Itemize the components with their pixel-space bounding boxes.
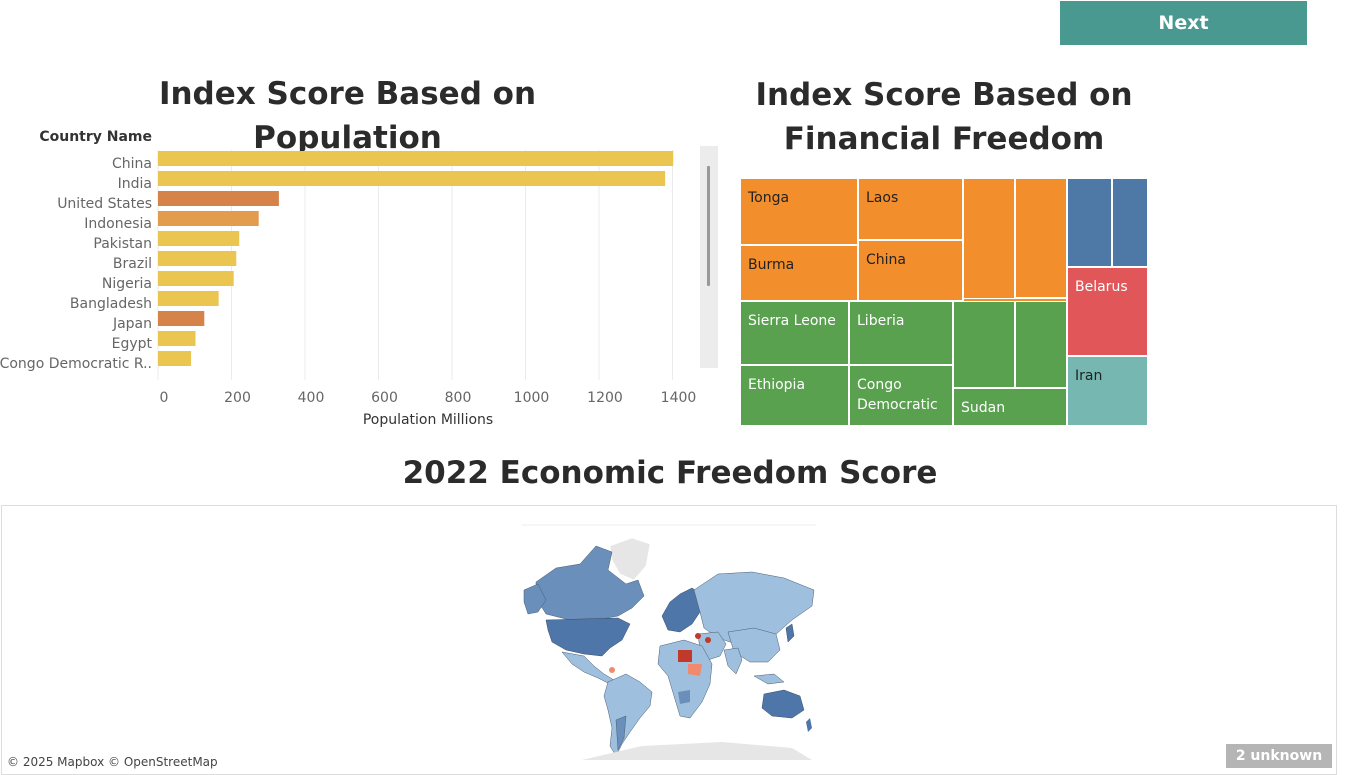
x-tick-label: 200	[224, 390, 251, 406]
category-label: India	[118, 176, 152, 192]
greenland-shape	[609, 537, 651, 581]
treemap-cell[interactable]	[1112, 178, 1148, 267]
southern-africa-shape[interactable]	[678, 690, 690, 704]
treemap-cell-label: Ethiopia	[748, 377, 806, 393]
financial-freedom-treemap: Tonga Laos Burma China Belarus Iran Sierra Leo…	[740, 178, 1148, 426]
treemap-cell[interactable]: Sierra Leone	[740, 301, 849, 365]
x-tick-label: 800	[445, 390, 472, 406]
canada-shape[interactable]	[535, 545, 645, 621]
treemap-cell[interactable]: Ethiopia	[740, 365, 849, 426]
treemap-cell[interactable]	[1015, 178, 1067, 298]
world-map[interactable]	[522, 524, 816, 764]
bar	[158, 271, 234, 286]
treemap-cell-label: Laos	[866, 190, 899, 206]
category-label: Egypt	[112, 336, 153, 352]
chile-argentina-shape[interactable]	[615, 715, 627, 751]
scrollbar-thumb	[707, 166, 710, 286]
treemap-cell-label: China	[866, 252, 906, 268]
treemap-cell-label: Burma	[748, 257, 795, 273]
treemap-cell[interactable]: China	[858, 240, 963, 301]
category-label: Bangladesh	[70, 296, 152, 312]
category-label: Congo Democratic R..	[0, 356, 152, 372]
x-tick-label: 1200	[587, 390, 623, 406]
venezuela-highlight[interactable]	[609, 667, 615, 673]
treemap-cell[interactable]: Tonga	[740, 178, 858, 245]
australia-shape[interactable]	[761, 689, 805, 719]
syria-highlight[interactable]	[695, 633, 701, 639]
iran-iraq-highlight[interactable]	[705, 637, 711, 643]
treemap-cell[interactable]: Belarus	[1067, 267, 1148, 356]
population-chart-title: Index Score Based on Population	[158, 76, 537, 156]
x-tick-label: 0	[160, 390, 169, 406]
x-tick-label: 400	[298, 390, 325, 406]
usa-shape[interactable]	[545, 617, 631, 657]
bar	[158, 231, 240, 246]
bar	[158, 331, 196, 346]
treemap-cell-label: Tonga	[748, 190, 790, 206]
next-button[interactable]: Next	[1060, 1, 1307, 45]
bar	[158, 251, 237, 266]
new-zealand-shape[interactable]	[806, 718, 812, 732]
treemap-cell-label: Sierra Leone	[748, 313, 836, 329]
bar	[158, 151, 674, 166]
category-label: Nigeria	[102, 276, 152, 292]
treemap-cell-label: Liberia	[857, 313, 905, 329]
antarctica-shape	[582, 742, 812, 760]
treemap-cell[interactable]	[1015, 301, 1067, 388]
financial-freedom-title: Index Score Based on Financial Freedom	[735, 73, 1153, 161]
category-label: Japan	[112, 316, 152, 332]
x-axis-label: Population Millions	[363, 412, 493, 427]
x-tick-label: 600	[371, 390, 398, 406]
libya-highlight[interactable]	[678, 650, 692, 662]
africa-shape[interactable]	[657, 639, 713, 719]
x-tick-label: 1000	[514, 390, 550, 406]
bar	[158, 191, 279, 206]
treemap-cell[interactable]	[953, 301, 1015, 388]
treemap-cell-label: Sudan	[961, 400, 1006, 416]
bar	[158, 171, 666, 186]
financial-title-line1: Index Score Based on	[755, 77, 1133, 113]
treemap-cell[interactable]: Iran	[1067, 356, 1148, 426]
map-title: 2022 Economic Freedom Score	[402, 455, 938, 491]
bar	[158, 351, 192, 366]
japan-shape[interactable]	[785, 623, 795, 643]
mexico-central-america-shape[interactable]	[561, 651, 615, 685]
financial-title-line2: Financial Freedom	[783, 121, 1105, 157]
treemap-cell[interactable]: Sudan	[953, 388, 1067, 426]
treemap-cell-label: Iran	[1075, 368, 1103, 384]
bar	[158, 311, 205, 326]
treemap-cell[interactable]: Liberia	[849, 301, 953, 365]
alaska-shape[interactable]	[523, 583, 547, 615]
category-label: Brazil	[113, 256, 152, 272]
india-shape[interactable]	[723, 647, 743, 675]
sudan-highlight[interactable]	[688, 664, 702, 676]
population-bar-chart: 0 200 400 600 800 1000 1200 1400 Country Name Chi…	[0, 129, 718, 427]
treemap-cell[interactable]: Burma	[740, 245, 858, 301]
map-attribution[interactable]: © 2025 Mapbox © OpenStreetMap	[7, 755, 218, 769]
category-label: Indonesia	[84, 216, 152, 232]
treemap-cell-label: Congo Democratic	[857, 377, 938, 413]
treemap-cell[interactable]: Congo Democratic	[849, 365, 953, 426]
bar	[158, 211, 259, 226]
category-label: United States	[57, 196, 152, 212]
south-america-shape[interactable]	[603, 673, 653, 757]
x-tick-label: 1400	[661, 390, 697, 406]
category-label: Pakistan	[93, 236, 152, 252]
unknown-count-badge[interactable]: 2 unknown	[1226, 744, 1332, 768]
row-header: Country Name	[39, 129, 152, 145]
category-label: China	[112, 156, 152, 172]
treemap-cell-label: Belarus	[1075, 279, 1128, 295]
treemap-cell[interactable]	[1067, 178, 1112, 267]
russia-asia-shape[interactable]	[693, 571, 815, 649]
treemap-cell[interactable]: Laos	[858, 178, 963, 240]
indonesia-shape[interactable]	[753, 673, 785, 685]
treemap-cell[interactable]	[963, 178, 1015, 301]
bar	[158, 291, 219, 306]
